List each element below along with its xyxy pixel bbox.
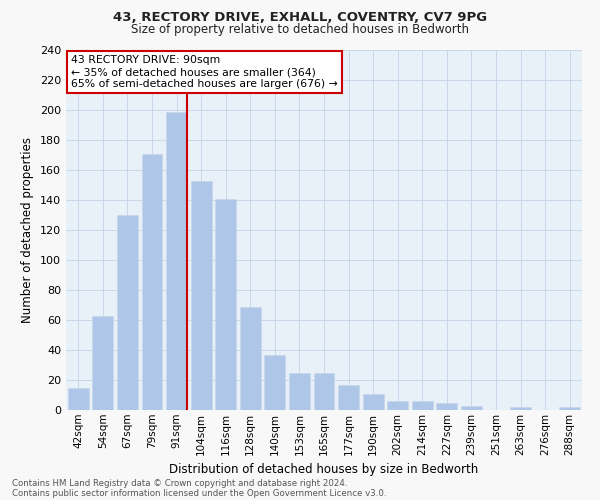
Bar: [559, 407, 580, 410]
Text: 43, RECTORY DRIVE, EXHALL, COVENTRY, CV7 9PG: 43, RECTORY DRIVE, EXHALL, COVENTRY, CV7…: [113, 11, 487, 24]
Bar: [265, 354, 286, 410]
Bar: [387, 401, 408, 410]
X-axis label: Distribution of detached houses by size in Bedworth: Distribution of detached houses by size …: [169, 463, 479, 476]
Bar: [166, 112, 187, 410]
Bar: [412, 401, 433, 410]
Y-axis label: Number of detached properties: Number of detached properties: [22, 137, 34, 323]
Bar: [338, 384, 359, 410]
Text: 43 RECTORY DRIVE: 90sqm
← 35% of detached houses are smaller (364)
65% of semi-d: 43 RECTORY DRIVE: 90sqm ← 35% of detache…: [71, 56, 338, 88]
Bar: [461, 406, 482, 410]
Bar: [289, 372, 310, 410]
Text: Contains HM Land Registry data © Crown copyright and database right 2024.: Contains HM Land Registry data © Crown c…: [12, 478, 347, 488]
Bar: [142, 154, 163, 410]
Text: Size of property relative to detached houses in Bedworth: Size of property relative to detached ho…: [131, 22, 469, 36]
Bar: [314, 372, 334, 410]
Bar: [510, 407, 531, 410]
Bar: [362, 394, 383, 410]
Bar: [92, 316, 113, 410]
Bar: [240, 306, 261, 410]
Bar: [191, 180, 212, 410]
Bar: [117, 215, 138, 410]
Bar: [215, 198, 236, 410]
Bar: [436, 402, 457, 410]
Bar: [68, 388, 89, 410]
Text: Contains public sector information licensed under the Open Government Licence v3: Contains public sector information licen…: [12, 488, 386, 498]
